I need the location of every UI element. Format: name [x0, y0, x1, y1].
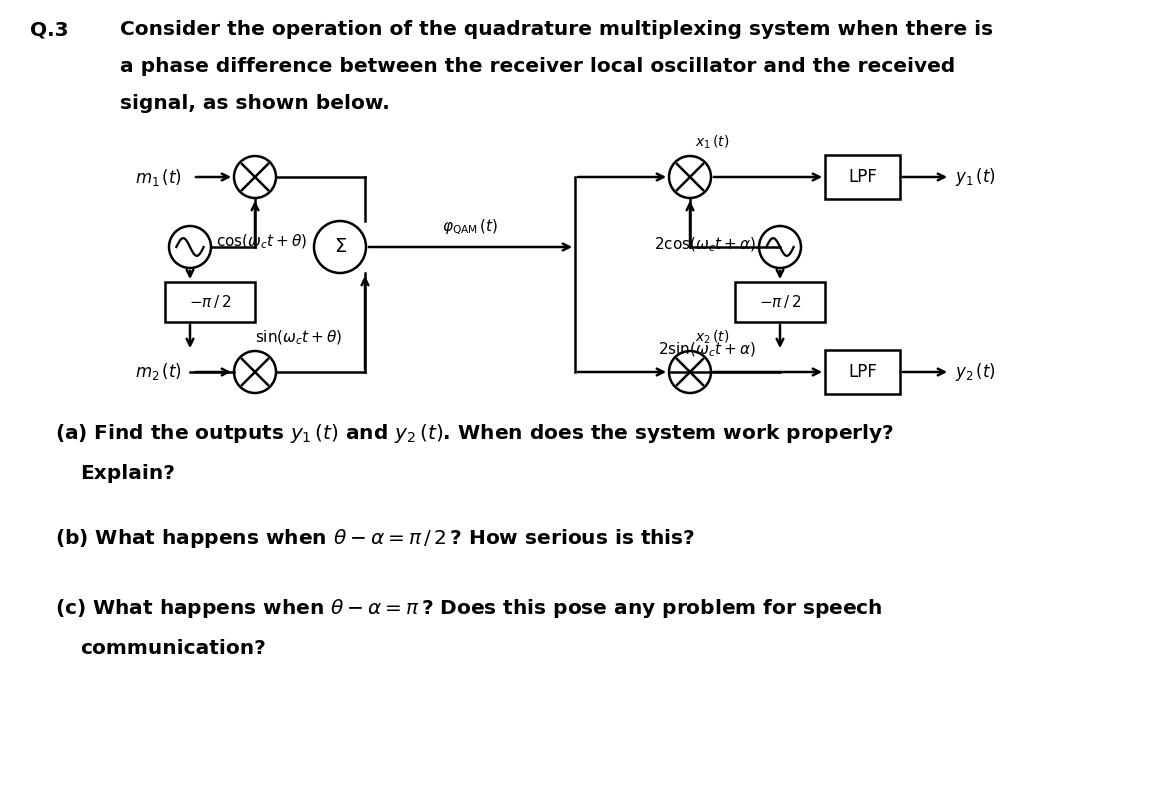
- Text: Consider the operation of the quadrature multiplexing system when there is: Consider the operation of the quadrature…: [120, 20, 994, 39]
- Text: Q.3: Q.3: [30, 20, 69, 39]
- Text: $x_1\,(t)$: $x_1\,(t)$: [696, 134, 729, 151]
- Text: (c) What happens when $\theta-\alpha=\pi\,$? Does this pose any problem for spee: (c) What happens when $\theta-\alpha=\pi…: [55, 597, 883, 620]
- Text: communication?: communication?: [79, 639, 265, 658]
- Text: $2\sin\!\left(\omega_c t+\alpha\right)$: $2\sin\!\left(\omega_c t+\alpha\right)$: [658, 341, 756, 360]
- Bar: [825, 350, 900, 394]
- Bar: [825, 155, 900, 199]
- Text: $2\cos\!\left(\omega_c t+\alpha\right)$: $2\cos\!\left(\omega_c t+\alpha\right)$: [655, 236, 756, 254]
- Text: $y_2\,(t)$: $y_2\,(t)$: [955, 361, 996, 383]
- Text: LPF: LPF: [848, 363, 877, 381]
- Text: $m_1\,(t)$: $m_1\,(t)$: [134, 166, 182, 188]
- Text: $\cos\!\left(\omega_c t+\theta\right)$: $\cos\!\left(\omega_c t+\theta\right)$: [216, 233, 307, 251]
- Text: (a) Find the outputs $y_1\,(t)$ and $y_2\,(t)$. When does the system work proper: (a) Find the outputs $y_1\,(t)$ and $y_2…: [55, 422, 894, 445]
- Text: $\varphi_{\rm QAM}\,(t)$: $\varphi_{\rm QAM}\,(t)$: [442, 218, 499, 237]
- Text: Explain?: Explain?: [79, 464, 175, 483]
- Text: (b) What happens when $\theta-\alpha=\pi\,/\,2\,$? How serious is this?: (b) What happens when $\theta-\alpha=\pi…: [55, 527, 696, 550]
- Text: $\Sigma$: $\Sigma$: [333, 238, 346, 257]
- Bar: [165, 282, 255, 322]
- Bar: [735, 282, 825, 322]
- Text: $x_2\,(t)$: $x_2\,(t)$: [696, 329, 729, 346]
- Text: a phase difference between the receiver local oscillator and the received: a phase difference between the receiver …: [120, 57, 955, 76]
- Text: $\sin\!\left(\omega_c t+\theta\right)$: $\sin\!\left(\omega_c t+\theta\right)$: [255, 329, 343, 348]
- Text: $y_1\,(t)$: $y_1\,(t)$: [955, 166, 996, 188]
- Text: LPF: LPF: [848, 168, 877, 186]
- Text: signal, as shown below.: signal, as shown below.: [120, 94, 389, 113]
- Text: $-\pi\,/\,2$: $-\pi\,/\,2$: [759, 294, 801, 310]
- Text: $m_2\,(t)$: $m_2\,(t)$: [134, 361, 182, 383]
- Text: $-\pi\,/\,2$: $-\pi\,/\,2$: [189, 294, 231, 310]
